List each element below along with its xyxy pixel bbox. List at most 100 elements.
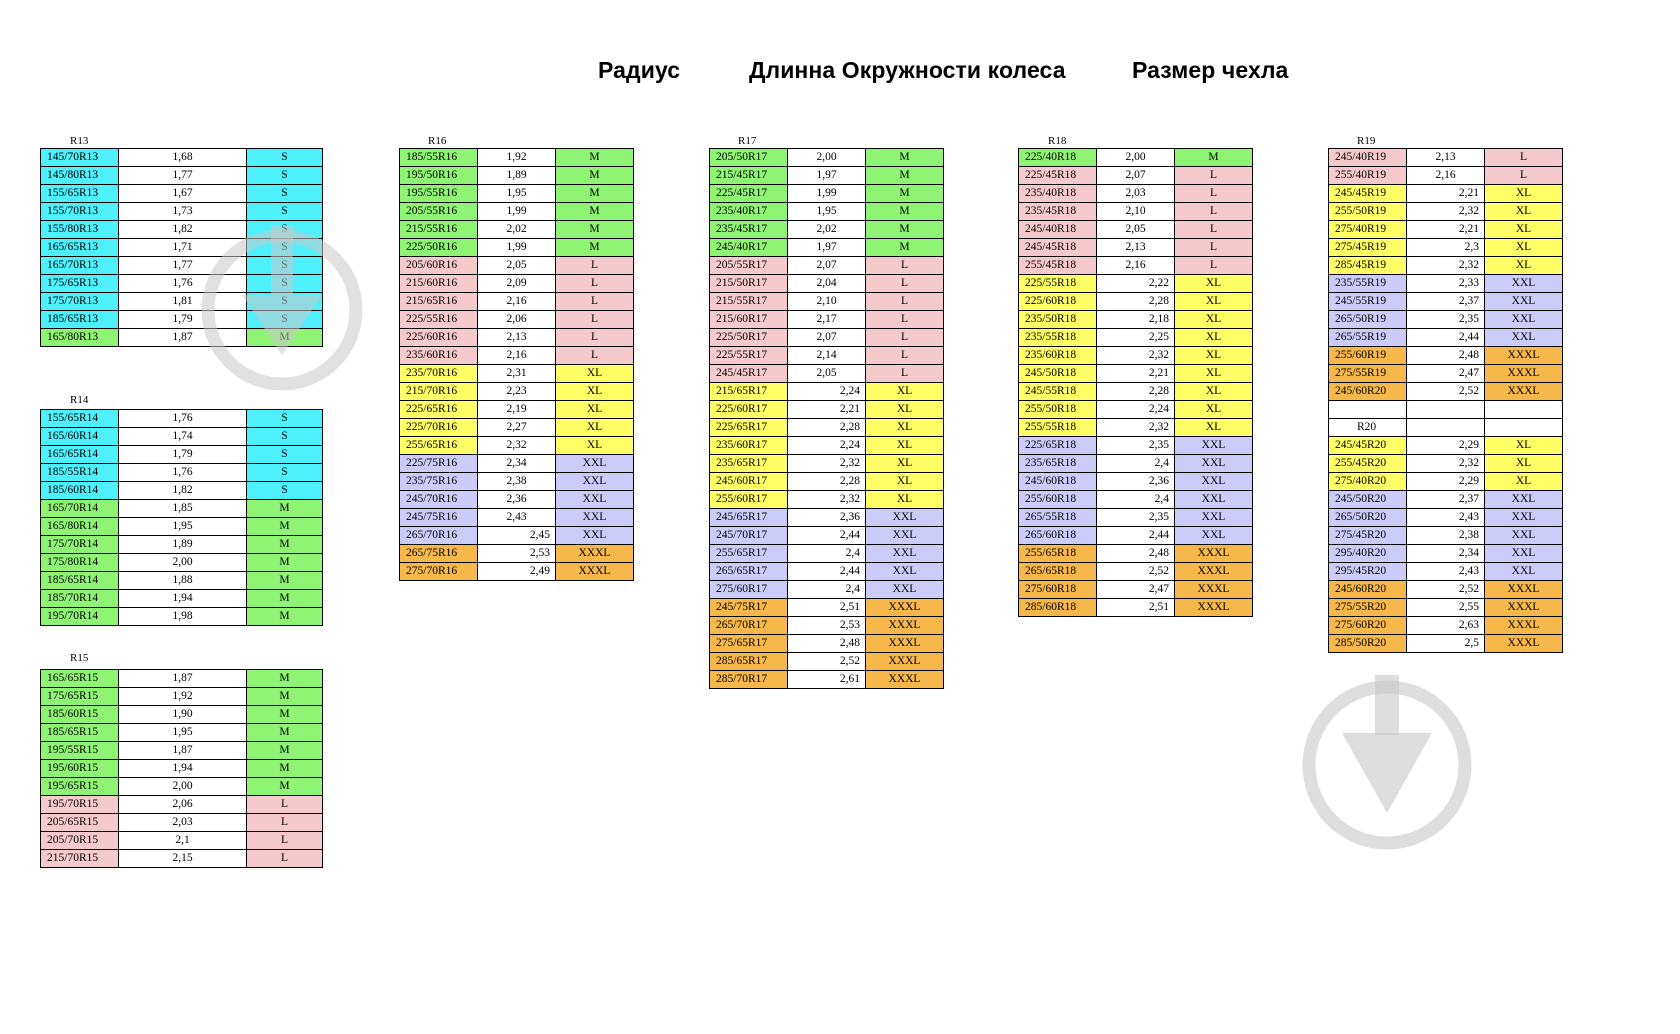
tire-size-cell: 215/55R16 [399, 220, 478, 239]
cover-size-cell: L [865, 292, 944, 311]
circumference-cell: 2,51 [1096, 598, 1175, 617]
table-row: 285/50R20 2,5 XXXL [1328, 634, 1563, 653]
circumference-cell: 2,32 [1096, 418, 1175, 437]
header-circumference: Длинна Окружности колеса [749, 57, 1066, 83]
cover-size-cell: S [246, 481, 323, 500]
table-r18: 225/40R18 2,00 M 225/45R18 2,07 L 235/40R18 2,0… [1018, 148, 1253, 617]
tire-size-cell: 275/55R20 [1328, 598, 1407, 617]
tire-size-cell: 275/40R20 [1328, 472, 1407, 491]
circumference-cell: 2,32 [1096, 346, 1175, 365]
circumference-cell: 2,53 [787, 616, 866, 635]
table-row: 225/65R16 2,19 XL [399, 400, 634, 419]
cover-size-cell: XXL [1174, 508, 1253, 527]
cover-size-cell: XL [1174, 400, 1253, 419]
tire-size-cell: 225/55R18 [1018, 274, 1097, 293]
cover-size-cell: XL [1174, 418, 1253, 437]
table-row: 275/45R19 2,3 XL [1328, 238, 1563, 257]
circumference-cell: 1,89 [477, 166, 556, 185]
circumference-cell: 2,00 [1096, 148, 1175, 167]
table-row: 235/65R18 2,4 XXL [1018, 454, 1253, 473]
tire-size-cell: 195/60R15 [40, 759, 119, 778]
circumference-cell: 2,4 [787, 544, 866, 563]
circumference-cell: 2,29 [1406, 472, 1485, 491]
cover-size-cell: XXXL [865, 616, 944, 635]
circumference-cell: 1,92 [118, 687, 247, 706]
circumference-cell: 2,34 [477, 454, 556, 473]
tire-size-cell: 165/80R13 [40, 328, 119, 347]
tire-size-cell: 275/70R16 [399, 562, 478, 581]
circumference-cell: 2,1 [118, 831, 247, 850]
circumference-cell: 2,32 [1406, 202, 1485, 221]
table-row: 245/75R17 2,51 XXXL [709, 598, 944, 617]
tire-size-cell: 255/40R19 [1328, 166, 1407, 185]
tire-size-cell: 245/60R18 [1018, 472, 1097, 491]
tire-size-cell: 185/60R14 [40, 481, 119, 500]
table-r17: 205/50R17 2,00 M 215/45R17 1,97 M 225/45R17 1,9… [709, 148, 944, 689]
circumference-cell: 1,87 [118, 669, 247, 688]
tire-size-cell: 235/55R19 [1328, 274, 1407, 293]
tire-size-cell: 265/65R17 [709, 562, 788, 581]
circumference-cell: 2,52 [1406, 580, 1485, 599]
cover-size-cell: XL [555, 364, 634, 383]
cover-size-cell: XXXL [1484, 346, 1563, 365]
circumference-cell: 2,34 [1406, 544, 1485, 563]
tire-size-cell: 235/50R18 [1018, 310, 1097, 329]
table-row: 165/65R15 1,87 M [40, 669, 323, 688]
table-row: 205/70R15 2,1 L [40, 831, 323, 850]
table-row: 255/65R17 2,4 XXL [709, 544, 944, 563]
cover-size-cell: XXXL [1174, 562, 1253, 581]
circumference-cell: 2,07 [787, 256, 866, 275]
table-row: 225/65R17 2,28 XL [709, 418, 944, 437]
circumference-cell: 2,44 [787, 526, 866, 545]
circumference-cell: 2,44 [1406, 328, 1485, 347]
table-row: 185/55R14 1,76 S [40, 463, 323, 482]
tire-size-cell: 275/60R18 [1018, 580, 1097, 599]
cover-size-cell: M [246, 517, 323, 536]
tire-size-cell: 215/65R17 [709, 382, 788, 401]
circumference-cell: 1,97 [787, 166, 866, 185]
tire-size-cell: 235/60R17 [709, 436, 788, 455]
table-row: 215/60R16 2,09 L [399, 274, 634, 293]
circumference-cell: 2,44 [787, 562, 866, 581]
table-row: 255/50R18 2,24 XL [1018, 400, 1253, 419]
table-row: 225/60R18 2,28 XL [1018, 292, 1253, 311]
label-r18: R18 [1048, 135, 1067, 147]
circumference-cell: 2,00 [118, 777, 247, 796]
tire-size-cell: 205/65R15 [40, 813, 119, 832]
cover-size-cell: XXXL [1484, 616, 1563, 635]
tire-size-cell: 185/55R14 [40, 463, 119, 482]
tire-size-cell: 275/40R19 [1328, 220, 1407, 239]
download-arrow-icon [201, 225, 363, 391]
tire-size-cell: 255/60R18 [1018, 490, 1097, 509]
table-row: 225/45R17 1,99 M [709, 184, 944, 203]
circumference-cell: 2,5 [1406, 634, 1485, 653]
tire-size-cell: 235/45R18 [1018, 202, 1097, 221]
tire-size-cell: 235/70R16 [399, 364, 478, 383]
circumference-cell: 2,37 [1406, 292, 1485, 311]
label-r13: R13 [70, 135, 89, 147]
cover-size-cell: XL [865, 418, 944, 437]
circumference-cell: 1,87 [118, 741, 247, 760]
cover-size-cell: XL [1484, 472, 1563, 491]
table-row: 255/45R20 2,32 XL [1328, 454, 1563, 473]
cover-size-cell: L [1174, 184, 1253, 203]
cover-size-cell: L [555, 328, 634, 347]
tire-size-cell: 245/75R17 [709, 598, 788, 617]
circumference-cell: 2,15 [118, 849, 247, 868]
circumference-cell: 2,35 [1406, 310, 1485, 329]
table-row: 165/65R14 1,79 S [40, 445, 323, 464]
cover-size-cell: XL [555, 382, 634, 401]
cover-size-cell: S [246, 148, 323, 167]
table-row: 245/55R19 2,37 XXL [1328, 292, 1563, 311]
tire-size-cell: 225/70R16 [399, 418, 478, 437]
cover-size-cell: XXL [1484, 544, 1563, 563]
tire-size-cell: 275/55R19 [1328, 364, 1407, 383]
circumference-cell: 2,24 [787, 382, 866, 401]
label-r17: R17 [738, 135, 757, 147]
tire-size-cell: 165/65R13 [40, 238, 119, 257]
tire-size-cell: 215/70R16 [399, 382, 478, 401]
tire-size-cell: 245/65R17 [709, 508, 788, 527]
tire-size-cell: 175/65R15 [40, 687, 119, 706]
circumference-cell: 2,24 [787, 436, 866, 455]
circumference-cell: 2,37 [1406, 490, 1485, 509]
